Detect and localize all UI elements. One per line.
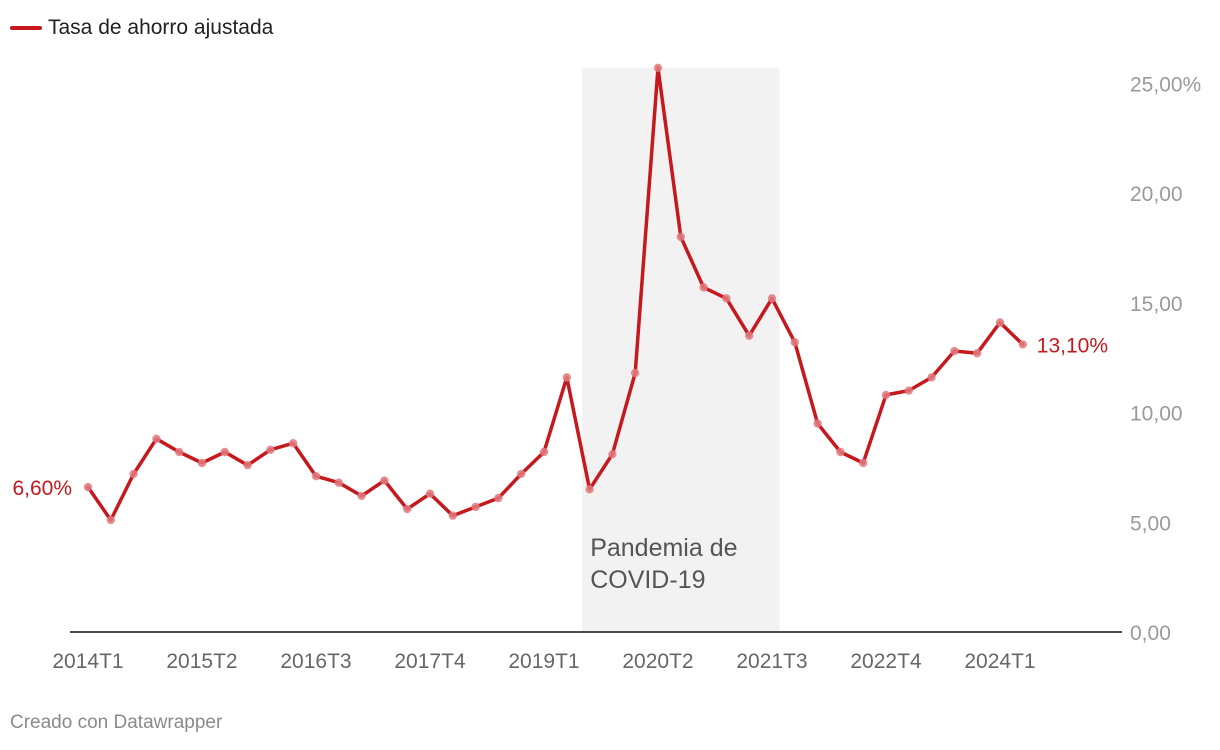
- data-point: [357, 491, 366, 501]
- data-point: [106, 515, 116, 525]
- data-point: [266, 445, 275, 455]
- data-point: [927, 373, 936, 382]
- data-point: [631, 368, 640, 378]
- legend-swatch: [10, 26, 42, 30]
- y-tick-label: 15,00: [1130, 293, 1183, 316]
- x-tick-label: 2021T3: [736, 650, 807, 673]
- series-line: [86, 66, 1025, 522]
- data-point: [836, 447, 845, 457]
- data-point: [1018, 340, 1027, 349]
- first-value-label: 6,60%: [12, 477, 72, 500]
- data-point: [425, 489, 435, 498]
- data-point: [539, 447, 549, 457]
- data-point: [585, 485, 594, 494]
- data-point: [950, 346, 959, 356]
- x-tick-label: 2016T3: [280, 650, 351, 673]
- legend-label: Tasa de ahorro ajustada: [48, 16, 274, 39]
- footer-credit: Creado con Datawrapper: [10, 712, 223, 733]
- data-point: [448, 511, 457, 520]
- data-point: [129, 469, 138, 479]
- data-point: [813, 419, 822, 428]
- data-point: [562, 373, 571, 382]
- y-tick-label: 5,00: [1130, 512, 1171, 535]
- data-point: [220, 447, 229, 457]
- legend: Tasa de ahorro ajustada: [10, 16, 273, 40]
- shaded-region-label: Pandemia de: [590, 534, 737, 562]
- data-point: [722, 294, 731, 303]
- shaded-region: [582, 67, 780, 632]
- x-tick-label: 2022T4: [850, 650, 922, 673]
- data-point: [517, 469, 526, 479]
- data-point: [973, 349, 982, 358]
- data-point: [653, 63, 663, 73]
- data-point: [152, 434, 161, 444]
- x-tick-label: 2019T1: [508, 650, 579, 673]
- data-point: [175, 447, 184, 457]
- x-tick-label: 2015T2: [166, 650, 237, 673]
- data-point: [881, 390, 891, 400]
- data-point: [995, 318, 1005, 327]
- data-point: [471, 502, 480, 512]
- data-point: [243, 460, 252, 470]
- data-point: [197, 458, 207, 468]
- data-point: [380, 476, 389, 485]
- data-point: [904, 386, 913, 395]
- data-point: [699, 283, 708, 292]
- y-tick-label: 0,00: [1130, 622, 1171, 645]
- data-point: [745, 331, 754, 340]
- x-tick-label: 2020T2: [622, 650, 693, 673]
- data-point: [676, 232, 685, 242]
- data-point: [790, 338, 799, 347]
- data-point: [608, 450, 617, 459]
- data-point: [494, 493, 503, 503]
- data-point: [311, 471, 321, 481]
- last-value-label: 13,10%: [1037, 334, 1108, 357]
- x-tick-label: 2014T1: [52, 650, 123, 673]
- y-tick-label: 25,00%: [1130, 73, 1201, 96]
- data-point: [767, 294, 777, 303]
- data-point: [83, 482, 93, 492]
- data-point: [334, 478, 343, 487]
- x-tick-label: 2024T1: [964, 650, 1035, 673]
- shaded-region-label: COVID-19: [590, 566, 705, 594]
- data-point: [289, 439, 298, 448]
- y-tick-label: 10,00: [1130, 403, 1183, 426]
- y-tick-label: 20,00: [1130, 183, 1183, 206]
- data-point: [403, 504, 412, 514]
- data-point: [859, 458, 868, 468]
- x-tick-label: 2017T4: [394, 650, 466, 673]
